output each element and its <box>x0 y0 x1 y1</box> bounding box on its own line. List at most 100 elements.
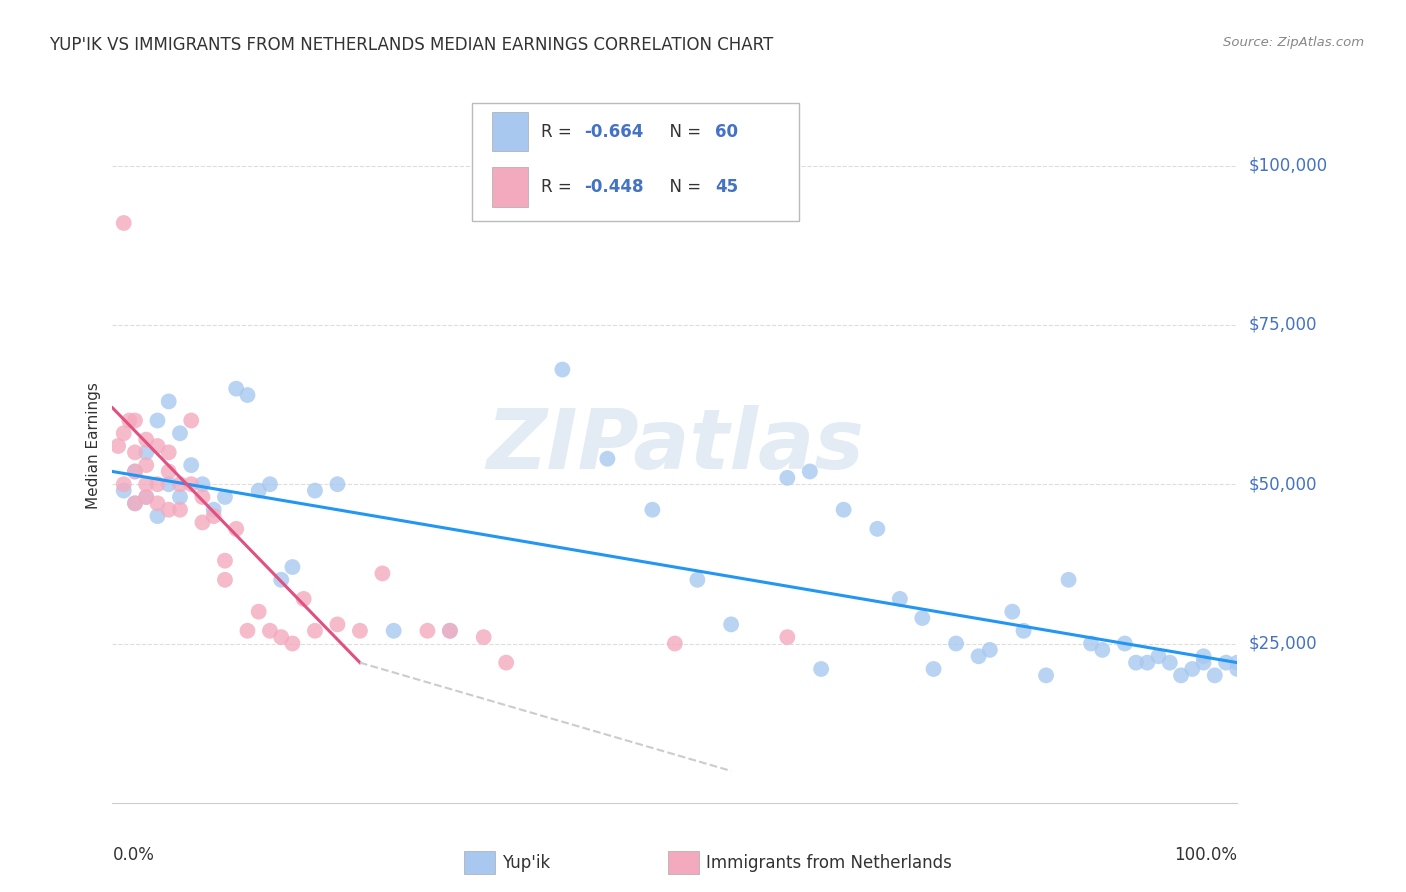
Point <box>146 509 169 524</box>
Point <box>979 643 1001 657</box>
Point <box>776 471 799 485</box>
Point <box>382 624 405 638</box>
Point <box>157 445 180 459</box>
Point <box>124 465 146 479</box>
Point <box>1057 573 1080 587</box>
Text: -0.664: -0.664 <box>583 123 643 141</box>
Point <box>326 617 349 632</box>
Point <box>214 554 236 568</box>
Point <box>439 624 461 638</box>
Point <box>1114 636 1136 650</box>
Point <box>135 477 157 491</box>
Point <box>1192 656 1215 670</box>
Point <box>270 573 292 587</box>
Point <box>157 502 180 516</box>
Point <box>169 490 191 504</box>
Text: N =: N = <box>659 178 706 196</box>
Bar <box>492 168 527 207</box>
Point <box>304 624 326 638</box>
Point <box>349 624 371 638</box>
Point <box>641 502 664 516</box>
Point <box>191 477 214 491</box>
Point <box>292 591 315 606</box>
Point <box>1192 649 1215 664</box>
Point <box>259 477 281 491</box>
Point <box>1226 656 1249 670</box>
Point <box>270 630 292 644</box>
Point <box>157 477 180 491</box>
Point <box>1147 649 1170 664</box>
Point <box>1136 656 1159 670</box>
Point <box>911 611 934 625</box>
Point <box>1012 624 1035 638</box>
Text: 60: 60 <box>716 123 738 141</box>
Point <box>112 216 135 230</box>
Text: Immigrants from Netherlands: Immigrants from Netherlands <box>706 854 952 871</box>
Point <box>810 662 832 676</box>
Text: $75,000: $75,000 <box>1249 316 1317 334</box>
Bar <box>492 112 527 152</box>
Point <box>169 426 191 441</box>
Point <box>191 516 214 530</box>
Point <box>686 573 709 587</box>
Point <box>146 477 169 491</box>
Point <box>247 605 270 619</box>
Point <box>112 426 135 441</box>
Text: 0.0%: 0.0% <box>112 846 155 863</box>
Point <box>124 413 146 427</box>
Point <box>118 413 141 427</box>
Point <box>832 502 855 516</box>
Point <box>135 490 157 504</box>
Point <box>180 458 202 472</box>
Point <box>236 388 259 402</box>
Point <box>967 649 990 664</box>
Point <box>107 439 129 453</box>
Point <box>135 433 157 447</box>
Point <box>112 483 135 498</box>
Point <box>281 560 304 574</box>
Text: YUP'IK VS IMMIGRANTS FROM NETHERLANDS MEDIAN EARNINGS CORRELATION CHART: YUP'IK VS IMMIGRANTS FROM NETHERLANDS ME… <box>49 36 773 54</box>
Point <box>157 394 180 409</box>
Point <box>124 496 146 510</box>
Point <box>776 630 799 644</box>
Point <box>191 490 214 504</box>
Point <box>281 636 304 650</box>
Point <box>664 636 686 650</box>
Text: Source: ZipAtlas.com: Source: ZipAtlas.com <box>1223 36 1364 49</box>
Point <box>1204 668 1226 682</box>
Y-axis label: Median Earnings: Median Earnings <box>86 383 101 509</box>
Point <box>247 483 270 498</box>
Point <box>1159 656 1181 670</box>
Point <box>214 573 236 587</box>
Point <box>225 522 247 536</box>
Point <box>124 496 146 510</box>
Text: ZIPatlas: ZIPatlas <box>486 406 863 486</box>
Point <box>180 477 202 491</box>
Point <box>866 522 889 536</box>
Point <box>1226 662 1249 676</box>
FancyBboxPatch shape <box>472 103 799 221</box>
Point <box>551 362 574 376</box>
Text: $50,000: $50,000 <box>1249 475 1317 493</box>
Point <box>304 483 326 498</box>
Point <box>1035 668 1057 682</box>
Point <box>202 502 225 516</box>
Point <box>416 624 439 638</box>
Point <box>472 630 495 644</box>
Point <box>1181 662 1204 676</box>
Point <box>135 458 157 472</box>
Text: -0.448: -0.448 <box>583 178 644 196</box>
Text: N =: N = <box>659 123 706 141</box>
Text: Yup'ik: Yup'ik <box>502 854 550 871</box>
Point <box>1125 656 1147 670</box>
Text: $100,000: $100,000 <box>1249 157 1327 175</box>
Point <box>1170 668 1192 682</box>
Point <box>889 591 911 606</box>
Point <box>596 451 619 466</box>
Point <box>945 636 967 650</box>
Point <box>180 413 202 427</box>
Text: R =: R = <box>541 123 576 141</box>
Point <box>202 509 225 524</box>
Point <box>112 477 135 491</box>
Point <box>169 502 191 516</box>
